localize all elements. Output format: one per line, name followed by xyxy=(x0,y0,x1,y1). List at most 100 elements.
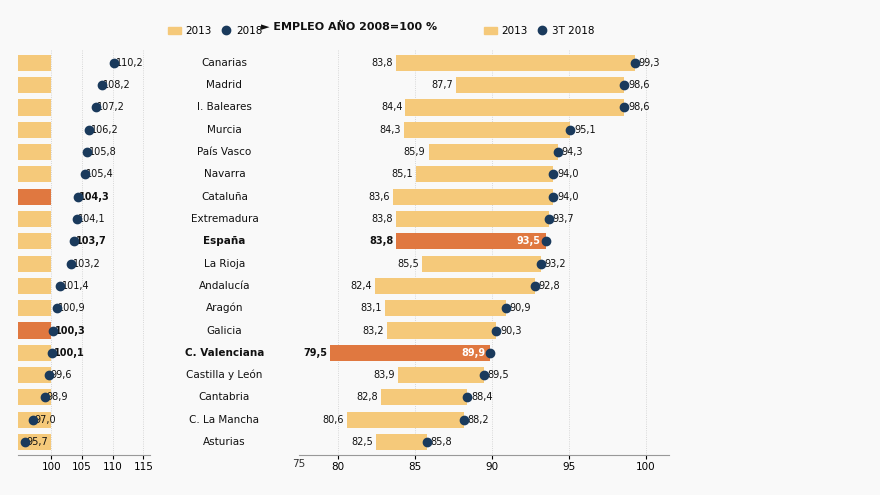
Bar xyxy=(387,322,496,339)
Text: 108,2: 108,2 xyxy=(103,80,131,90)
Text: 94,0: 94,0 xyxy=(557,192,579,201)
Bar xyxy=(347,412,464,428)
Text: 101,4: 101,4 xyxy=(62,281,89,291)
Bar xyxy=(416,166,554,183)
Bar xyxy=(457,77,624,93)
Text: 100,9: 100,9 xyxy=(58,303,86,313)
Text: 99,3: 99,3 xyxy=(639,58,660,68)
Text: Castilla y León: Castilla y León xyxy=(187,370,262,380)
Bar xyxy=(18,412,51,428)
Bar xyxy=(18,211,51,227)
Text: 88,4: 88,4 xyxy=(471,393,493,402)
Text: Cataluña: Cataluña xyxy=(201,192,248,201)
Bar xyxy=(429,144,558,160)
Text: 75: 75 xyxy=(292,459,306,469)
Text: Murcia: Murcia xyxy=(207,125,242,135)
Bar xyxy=(375,278,535,294)
Bar xyxy=(404,122,570,138)
Text: 80,6: 80,6 xyxy=(322,415,344,425)
Text: 100,1: 100,1 xyxy=(54,348,84,358)
Bar xyxy=(381,390,467,405)
Text: 103,2: 103,2 xyxy=(72,258,100,269)
Text: Asturias: Asturias xyxy=(203,437,246,447)
Text: 105,4: 105,4 xyxy=(86,169,114,179)
Bar xyxy=(18,300,51,316)
Text: 94,3: 94,3 xyxy=(561,147,583,157)
Bar xyxy=(18,255,51,272)
Text: 83,2: 83,2 xyxy=(363,326,384,336)
Text: 83,8: 83,8 xyxy=(371,58,393,68)
Text: Extremadura: Extremadura xyxy=(191,214,258,224)
Text: Andalucía: Andalucía xyxy=(199,281,250,291)
Bar xyxy=(18,144,51,160)
Legend: 2013, 2018: 2013, 2018 xyxy=(165,22,267,40)
Text: 82,5: 82,5 xyxy=(351,437,373,447)
Bar xyxy=(18,233,51,249)
Text: C. La Mancha: C. La Mancha xyxy=(189,415,260,425)
Bar xyxy=(385,300,506,316)
Bar xyxy=(18,166,51,183)
Text: 92,8: 92,8 xyxy=(539,281,561,291)
Bar xyxy=(377,434,427,450)
Text: 85,9: 85,9 xyxy=(404,147,426,157)
Text: Canarias: Canarias xyxy=(202,58,247,68)
Text: Aragón: Aragón xyxy=(206,303,243,313)
Bar xyxy=(18,367,51,383)
Bar xyxy=(406,99,624,115)
Bar xyxy=(18,322,51,339)
Text: La Rioja: La Rioja xyxy=(204,258,245,269)
Bar xyxy=(393,189,554,205)
Text: 83,1: 83,1 xyxy=(361,303,382,313)
Bar xyxy=(18,77,51,93)
Text: 104,1: 104,1 xyxy=(78,214,106,224)
Text: 88,2: 88,2 xyxy=(468,415,489,425)
Text: 94,0: 94,0 xyxy=(557,169,579,179)
Text: 83,8: 83,8 xyxy=(369,236,393,247)
Text: Navarra: Navarra xyxy=(203,169,246,179)
Bar xyxy=(18,122,51,138)
Bar xyxy=(18,55,51,71)
Text: 82,4: 82,4 xyxy=(350,281,371,291)
Text: ► EMPLEO AÑO 2008=100 %: ► EMPLEO AÑO 2008=100 % xyxy=(260,22,436,32)
Text: 104,3: 104,3 xyxy=(79,192,110,201)
Bar xyxy=(422,255,541,272)
Text: 87,7: 87,7 xyxy=(431,80,453,90)
Bar xyxy=(18,278,51,294)
Bar xyxy=(18,99,51,115)
Text: 97,0: 97,0 xyxy=(34,415,56,425)
Text: 89,5: 89,5 xyxy=(488,370,510,380)
Text: 99,6: 99,6 xyxy=(50,370,72,380)
Text: 95,1: 95,1 xyxy=(574,125,596,135)
Bar xyxy=(18,434,51,450)
Text: 85,1: 85,1 xyxy=(392,169,413,179)
Bar xyxy=(18,345,51,361)
Text: 93,2: 93,2 xyxy=(545,258,567,269)
Text: 90,3: 90,3 xyxy=(500,326,522,336)
Text: 84,4: 84,4 xyxy=(381,102,402,112)
Text: 105,8: 105,8 xyxy=(89,147,116,157)
Text: 93,5: 93,5 xyxy=(517,236,541,247)
Text: País Vasco: País Vasco xyxy=(197,147,252,157)
Text: 83,9: 83,9 xyxy=(373,370,395,380)
Text: 82,8: 82,8 xyxy=(356,393,378,402)
Text: 98,9: 98,9 xyxy=(46,393,68,402)
Text: Madrid: Madrid xyxy=(207,80,242,90)
Text: 84,3: 84,3 xyxy=(379,125,400,135)
Text: 103,7: 103,7 xyxy=(76,236,106,247)
Bar xyxy=(18,390,51,405)
Text: Cantabria: Cantabria xyxy=(199,393,250,402)
Text: 89,9: 89,9 xyxy=(461,348,486,358)
Bar xyxy=(396,233,546,249)
Text: Galicia: Galicia xyxy=(207,326,242,336)
Text: 98,6: 98,6 xyxy=(628,102,649,112)
Text: 100,3: 100,3 xyxy=(55,326,85,336)
Text: 90,9: 90,9 xyxy=(510,303,531,313)
Bar xyxy=(330,345,490,361)
Text: 85,5: 85,5 xyxy=(398,258,419,269)
Text: 110,2: 110,2 xyxy=(115,58,143,68)
Text: C. Valenciana: C. Valenciana xyxy=(185,348,264,358)
Bar xyxy=(18,189,51,205)
Text: 107,2: 107,2 xyxy=(97,102,125,112)
Text: 79,5: 79,5 xyxy=(303,348,327,358)
Text: 106,2: 106,2 xyxy=(91,125,119,135)
